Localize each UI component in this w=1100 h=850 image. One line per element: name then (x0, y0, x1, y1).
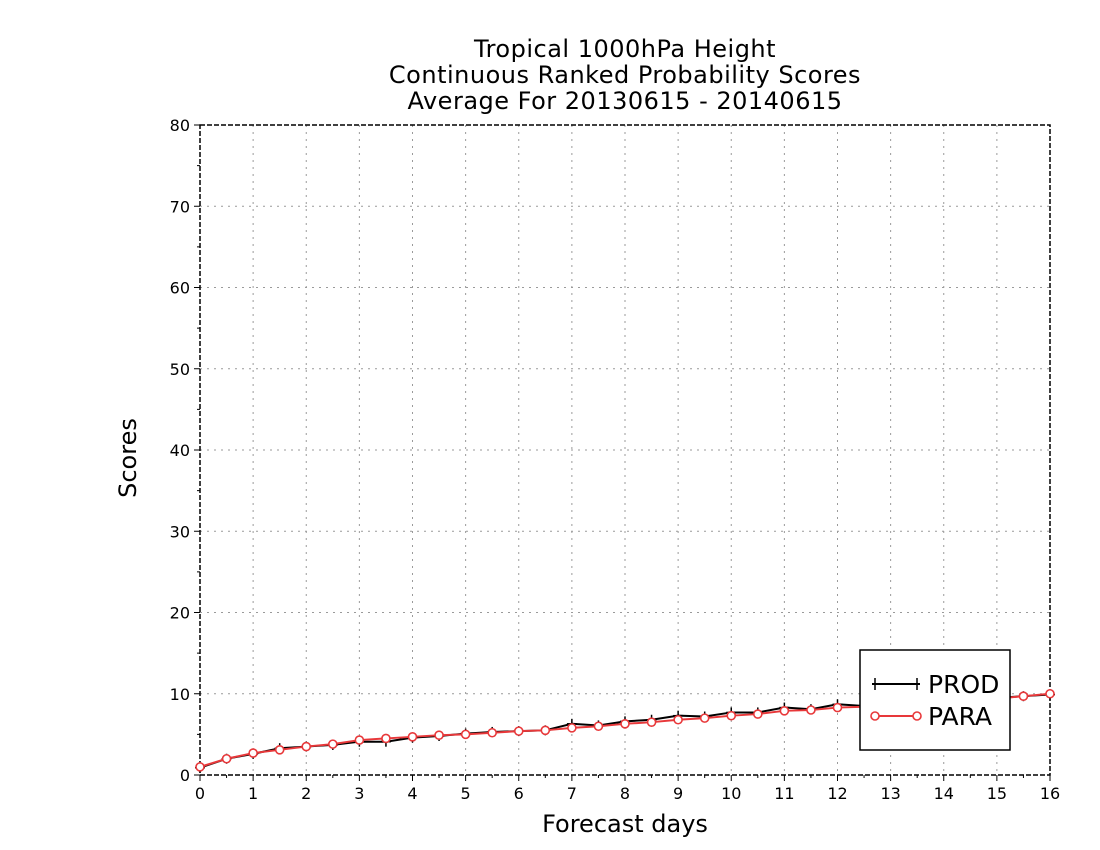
legend-marker (870, 711, 880, 721)
y-tick-label: 80 (170, 116, 190, 135)
data-point (620, 719, 630, 729)
x-tick-label: 15 (987, 784, 1007, 803)
data-point (274, 745, 285, 755)
x-tick-label: 7 (567, 784, 577, 803)
data-point (806, 705, 816, 715)
x-tick-label: 0 (195, 784, 205, 803)
legend-marker (912, 711, 922, 721)
x-tick-label: 11 (774, 784, 794, 803)
y-axis-label: Scores (114, 418, 142, 498)
x-tick-label: 14 (934, 784, 954, 803)
y-tick-label: 20 (170, 604, 190, 623)
data-point (673, 714, 683, 725)
y-tick-label: 70 (170, 197, 190, 216)
data-point (726, 710, 737, 721)
data-point (328, 739, 338, 749)
y-tick-label: 30 (170, 522, 190, 541)
x-axis-label: Forecast days (542, 810, 708, 838)
x-tick-label: 3 (354, 784, 364, 803)
data-point (354, 735, 365, 745)
data-point (753, 709, 763, 719)
legend-box (859, 649, 1011, 751)
x-tick-label: 9 (673, 784, 683, 803)
data-point (646, 717, 657, 727)
legend-label: PARA (928, 702, 992, 731)
data-point (832, 702, 843, 713)
title-line-3: Average For 20130615 - 20140615 (407, 87, 843, 115)
x-tick-label: 16 (1040, 784, 1060, 803)
data-point (1018, 691, 1029, 701)
x-tick-label: 2 (301, 784, 311, 803)
title-line-2: Continuous Ranked Probability Scores (388, 61, 862, 89)
y-tick-label: 10 (170, 685, 190, 704)
y-tick-label: 60 (170, 279, 190, 298)
data-point (434, 730, 444, 740)
x-tick-label: 4 (407, 784, 417, 803)
x-tick-label: 10 (721, 784, 741, 803)
x-tick-label: 6 (514, 784, 524, 803)
x-tick-label: 13 (880, 784, 900, 803)
data-point (699, 713, 710, 723)
x-tick-label: 8 (620, 784, 630, 803)
data-point (1045, 688, 1055, 699)
y-tick-label: 40 (170, 441, 190, 460)
x-tick-label: 12 (827, 784, 847, 803)
data-point (407, 732, 418, 742)
data-point (567, 723, 577, 733)
data-point (487, 727, 497, 738)
data-point (460, 729, 471, 740)
x-tick-label: 5 (461, 784, 471, 803)
legend-label: PROD (928, 670, 999, 699)
data-point (513, 726, 524, 736)
y-tick-label: 0 (180, 766, 190, 785)
data-point (779, 706, 790, 716)
data-point (301, 741, 312, 752)
data-point (381, 733, 391, 744)
data-point (221, 753, 232, 764)
legend-item-prod: PROD (872, 670, 999, 699)
data-point (248, 748, 258, 758)
data-point (593, 721, 604, 732)
x-tick-label: 1 (248, 784, 258, 803)
data-point (540, 725, 551, 736)
data-point (195, 762, 205, 772)
y-tick-label: 50 (170, 360, 190, 379)
title-line-1: Tropical 1000hPa Height (473, 35, 777, 63)
legend: PROD PARA (859, 649, 1011, 751)
legend-item-para: PARA (870, 702, 992, 731)
chart-title: Tropical 1000hPa Height Continuous Ranke… (200, 36, 1050, 114)
